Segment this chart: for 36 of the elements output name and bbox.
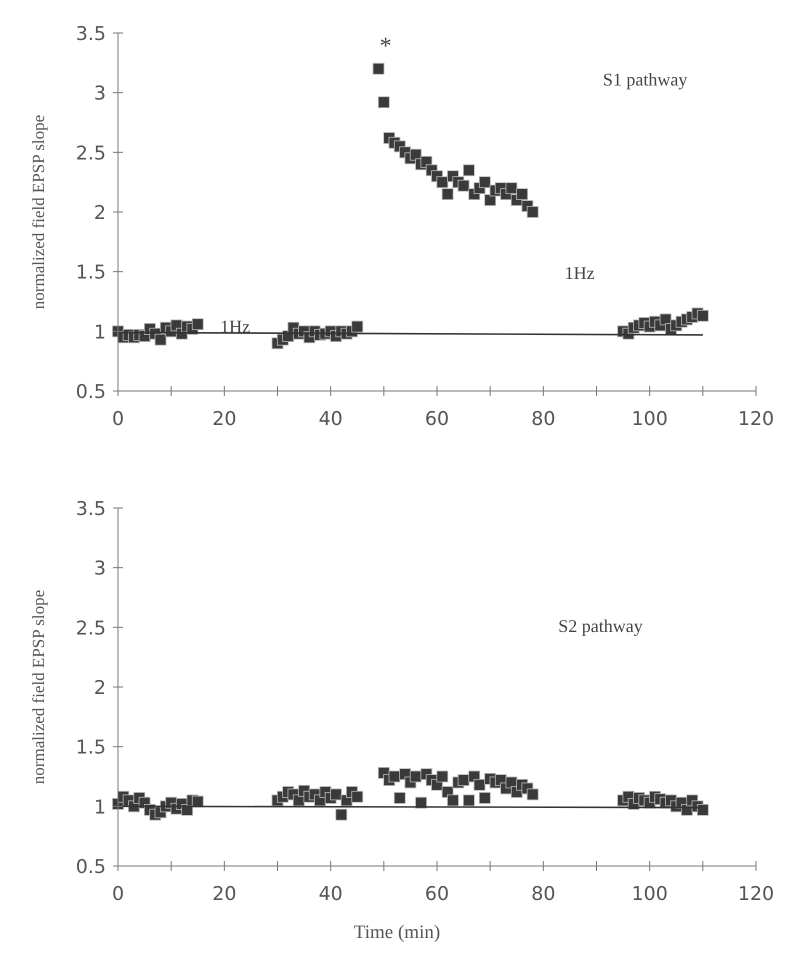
y-tick-label: 2.5: [76, 142, 106, 164]
x-tick-label: 80: [531, 883, 556, 905]
x-tick-label: 20: [212, 883, 236, 905]
x-tick-label: 100: [632, 408, 668, 430]
x-tick-label: 80: [531, 408, 556, 430]
y-tick-label: 2.5: [76, 617, 106, 640]
annotation: S2 pathway: [558, 616, 643, 636]
y-tick-label: 1: [94, 796, 106, 818]
y-tick-label: 3: [94, 82, 106, 105]
annotation: 1Hz: [564, 262, 595, 283]
y-axis-title: normalized field EPSP slope: [29, 114, 48, 310]
y-tick-label: 3.5: [76, 498, 106, 520]
y-tick-label: 3: [94, 558, 106, 580]
y-tick-label: 2: [94, 677, 106, 699]
x-tick-label: 40: [318, 883, 343, 905]
y-tick-label: 1: [94, 321, 106, 344]
y-tick-label: 3.5: [76, 23, 106, 45]
x-axis-title: Time (min): [354, 922, 440, 943]
x-tick-label: 100: [632, 883, 668, 905]
y-axis-title: normalized field EPSP slope: [29, 590, 48, 784]
x-tick-label: 120: [738, 408, 774, 430]
x-tick-label: 0: [112, 408, 124, 430]
x-tick-label: 20: [212, 408, 236, 430]
x-tick-label: 120: [738, 883, 774, 905]
y-tick-label: 1.5: [76, 736, 106, 759]
annotation: 1Hz: [220, 316, 250, 337]
y-tick-label: 0.5: [76, 381, 106, 403]
x-tick-label: 60: [424, 883, 450, 905]
annotation: *: [380, 33, 392, 60]
annotation: S1 pathway: [602, 70, 688, 90]
x-tick-label: 40: [318, 408, 343, 430]
x-tick-label: 0: [112, 883, 124, 905]
y-tick-label: 2: [94, 202, 106, 224]
x-tick-label: 60: [424, 408, 450, 430]
y-tick-label: 0.5: [76, 856, 106, 878]
y-tick-label: 1.5: [76, 262, 106, 284]
